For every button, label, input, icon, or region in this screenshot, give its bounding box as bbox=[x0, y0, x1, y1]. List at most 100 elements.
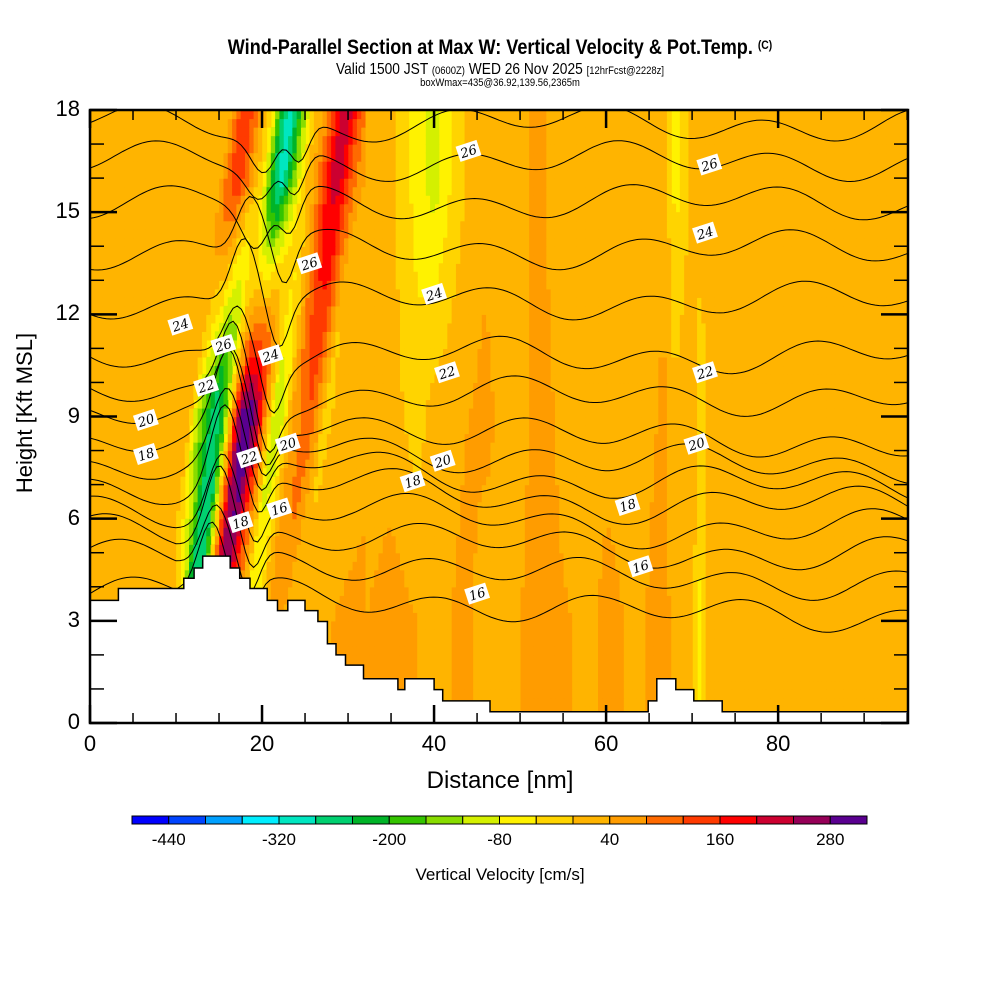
w-cell bbox=[395, 654, 401, 665]
w-cell bbox=[412, 603, 418, 613]
w-cell bbox=[90, 518, 95, 528]
w-cell bbox=[882, 612, 888, 622]
w-cell bbox=[98, 544, 104, 554]
w-cell bbox=[610, 493, 616, 503]
w-cell bbox=[628, 688, 634, 699]
w-cell bbox=[615, 697, 621, 707]
w-cell bbox=[679, 578, 685, 588]
w-cell bbox=[580, 527, 586, 537]
w-cell bbox=[279, 586, 285, 596]
w-cell bbox=[516, 535, 522, 545]
w-cell bbox=[253, 510, 259, 520]
w-cell bbox=[361, 595, 367, 605]
w-cell bbox=[335, 578, 341, 588]
w-cell bbox=[757, 578, 763, 588]
w-cell bbox=[684, 646, 690, 656]
w-cell bbox=[537, 620, 543, 630]
w-cell bbox=[464, 527, 470, 537]
w-cell bbox=[395, 544, 401, 554]
w-cell bbox=[559, 501, 565, 511]
w-cell bbox=[598, 629, 603, 639]
w-cell bbox=[507, 654, 513, 665]
w-cell bbox=[490, 629, 496, 639]
w-cell bbox=[425, 663, 431, 673]
w-cell bbox=[882, 637, 888, 647]
w-cell bbox=[783, 544, 789, 554]
w-cell bbox=[137, 578, 143, 588]
w-cell bbox=[554, 705, 560, 716]
w-cell bbox=[697, 569, 702, 579]
w-cell bbox=[727, 620, 733, 630]
w-cell bbox=[864, 646, 870, 656]
w-cell bbox=[477, 552, 483, 562]
w-cell bbox=[800, 569, 806, 579]
w-cell bbox=[649, 671, 655, 682]
forecast-info: [12hrFcst@2228z] bbox=[586, 65, 665, 77]
w-cell bbox=[559, 620, 565, 630]
w-cell bbox=[378, 654, 384, 665]
w-cell bbox=[718, 493, 724, 503]
w-cell bbox=[821, 697, 827, 707]
w-cell bbox=[662, 493, 668, 503]
w-cell bbox=[481, 518, 487, 528]
w-cell bbox=[783, 527, 789, 537]
w-cell bbox=[382, 544, 388, 554]
w-cell bbox=[731, 671, 737, 682]
w-cell bbox=[873, 518, 879, 528]
w-cell bbox=[903, 595, 908, 605]
w-cell bbox=[201, 535, 207, 545]
w-cell bbox=[111, 561, 117, 571]
w-cell bbox=[602, 535, 608, 545]
w-cell bbox=[658, 629, 664, 639]
w-cell bbox=[744, 586, 750, 596]
w-cell bbox=[705, 595, 711, 605]
w-cell bbox=[610, 680, 616, 690]
w-cell bbox=[115, 569, 121, 579]
w-cell bbox=[326, 552, 332, 562]
w-cell bbox=[709, 586, 715, 596]
w-cell bbox=[391, 603, 397, 613]
w-cell bbox=[808, 561, 814, 571]
w-cell bbox=[684, 595, 690, 605]
w-cell bbox=[873, 637, 879, 647]
w-cell bbox=[645, 671, 651, 682]
w-cell bbox=[679, 535, 685, 545]
w-cell bbox=[610, 544, 616, 554]
w-cell bbox=[860, 688, 866, 699]
w-cell bbox=[283, 578, 289, 588]
w-cell bbox=[270, 569, 276, 579]
w-cell bbox=[714, 552, 720, 562]
w-cell bbox=[671, 569, 677, 579]
w-cell bbox=[176, 518, 182, 528]
w-cell bbox=[163, 552, 169, 562]
w-cell bbox=[895, 535, 900, 545]
w-cell bbox=[382, 637, 388, 647]
w-cell bbox=[615, 663, 621, 673]
w-cell bbox=[671, 552, 677, 562]
w-cell bbox=[662, 561, 668, 571]
w-cell bbox=[580, 612, 586, 622]
w-cell bbox=[176, 535, 182, 545]
w-cell bbox=[619, 646, 625, 656]
w-cell bbox=[628, 595, 634, 605]
w-cell bbox=[567, 705, 573, 716]
w-cell bbox=[382, 620, 388, 630]
w-cell bbox=[834, 569, 840, 579]
w-cell bbox=[890, 595, 896, 605]
w-cell bbox=[387, 663, 392, 673]
w-cell bbox=[675, 561, 681, 571]
w-cell bbox=[499, 654, 504, 665]
w-cell bbox=[735, 569, 741, 579]
w-cell bbox=[352, 646, 358, 656]
w-cell bbox=[124, 510, 130, 520]
w-cell bbox=[895, 586, 900, 596]
w-cell bbox=[817, 629, 823, 639]
w-cell bbox=[744, 535, 750, 545]
w-cell bbox=[167, 518, 173, 528]
w-cell bbox=[490, 493, 496, 503]
w-cell bbox=[451, 561, 457, 571]
w-cell bbox=[671, 620, 677, 630]
w-cell bbox=[481, 510, 487, 520]
w-cell bbox=[473, 629, 479, 639]
w-cell bbox=[903, 552, 908, 562]
